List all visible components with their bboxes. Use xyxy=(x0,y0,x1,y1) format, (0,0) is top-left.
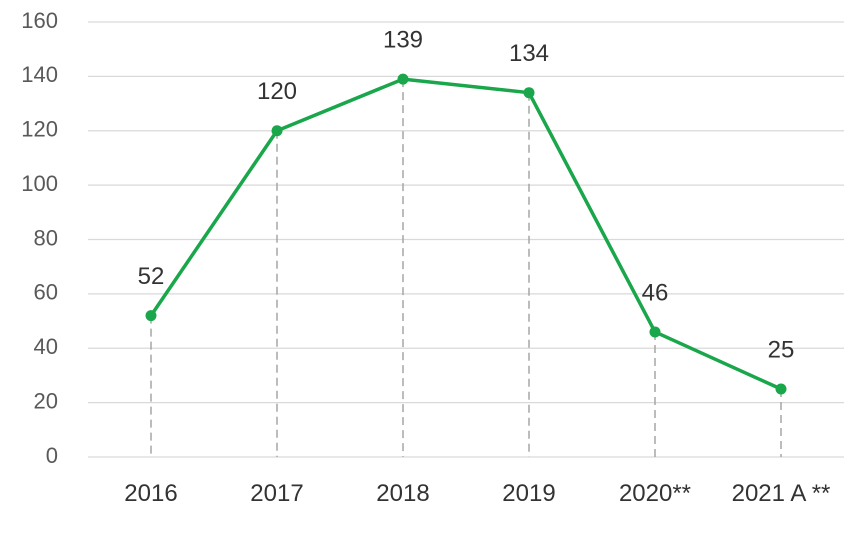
x-tick-label: 2021 A ** xyxy=(731,480,831,507)
point xyxy=(775,383,787,395)
y-tick-label: 80 xyxy=(34,225,58,250)
data-label: 139 xyxy=(383,26,423,53)
x-tick-label: 2017 xyxy=(250,480,304,507)
point xyxy=(271,125,283,137)
y-tick-label: 140 xyxy=(21,62,58,87)
y-tick-label: 40 xyxy=(34,334,58,359)
point xyxy=(397,73,409,85)
y-tick-label: 60 xyxy=(34,280,58,305)
x-tick-label: 2018 xyxy=(376,480,430,507)
series-line xyxy=(149,77,782,391)
y-tick-label: 0 xyxy=(46,443,58,468)
point xyxy=(145,310,157,322)
data-label: 52 xyxy=(138,263,165,290)
data-label: 25 xyxy=(768,336,795,363)
data-label: 46 xyxy=(642,279,669,306)
x-tick-label: 2016 xyxy=(124,480,178,507)
y-tick-label: 120 xyxy=(21,117,58,142)
point xyxy=(523,87,535,99)
x-tick-label: 2019 xyxy=(502,480,556,507)
data-label: 134 xyxy=(509,40,549,67)
data-label: 120 xyxy=(257,78,297,105)
x-tick-label: 2020** xyxy=(618,480,692,507)
point xyxy=(649,326,661,338)
y-tick-label: 100 xyxy=(21,171,58,196)
y-tick-label: 160 xyxy=(21,8,58,33)
y-tick-label: 20 xyxy=(34,388,58,413)
